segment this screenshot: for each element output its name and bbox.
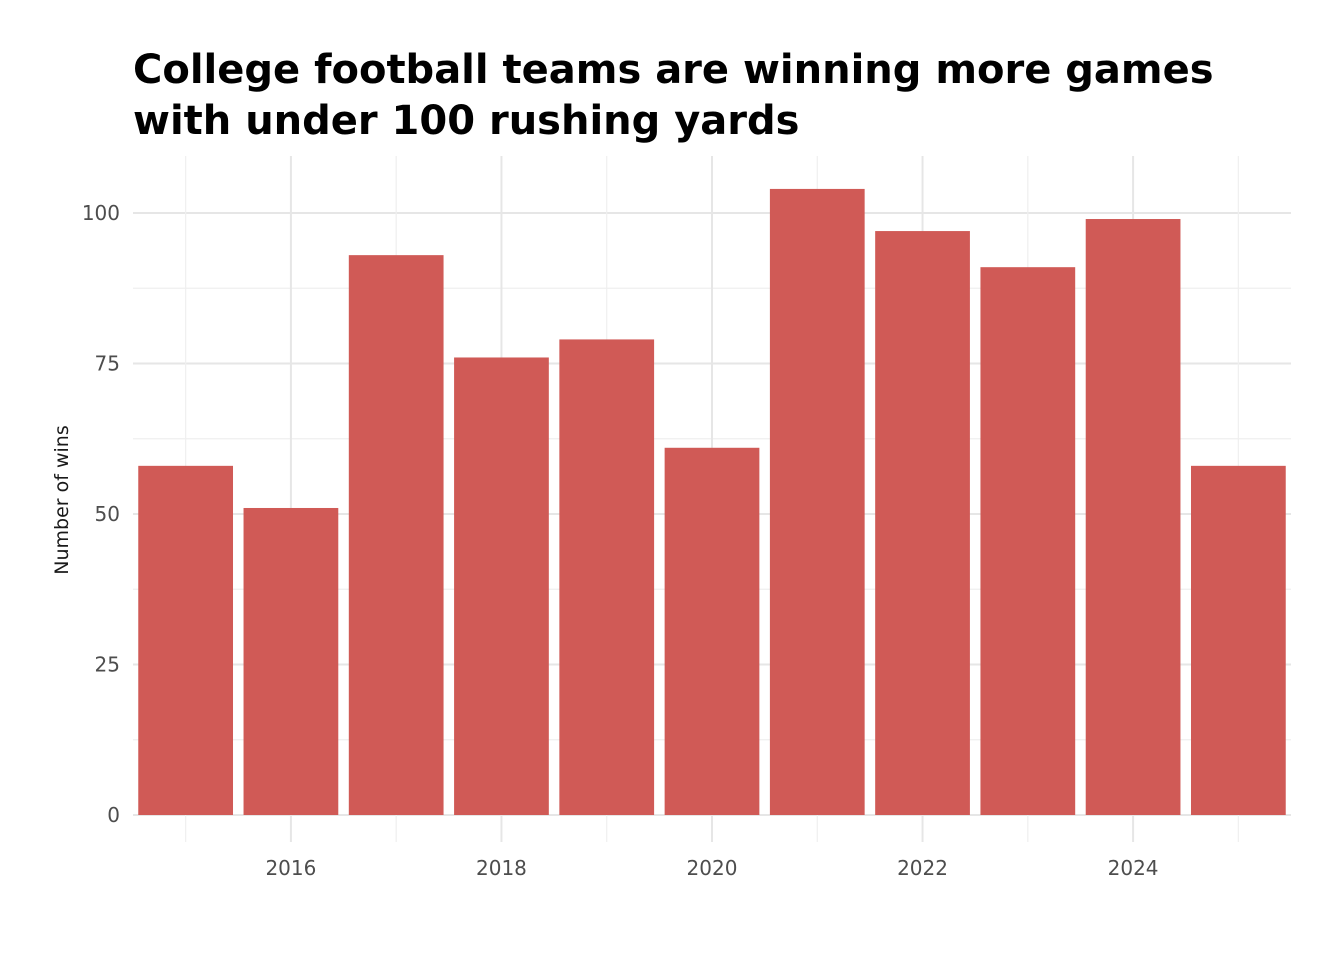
x-tick-label: 2020 [687,856,738,880]
x-tick-label: 2024 [1108,856,1159,880]
bar-2025 [1190,465,1286,815]
bar-2021 [769,188,865,816]
bar-2019 [559,339,655,815]
bar-2020 [664,447,760,815]
x-tick-label: 2016 [265,856,316,880]
chart-title: College football teams are winning more … [133,47,1214,144]
y-tick-label: 0 [107,803,120,827]
bars [138,188,1286,816]
bar-2017 [348,255,444,815]
y-tick-label: 50 [95,502,120,526]
bar-2018 [454,357,549,815]
y-axis-ticks: 0 25 50 75 100 [82,201,120,827]
bar-2016 [243,507,339,815]
bar-2015 [138,465,234,815]
bar-2022 [875,231,970,815]
bar-2024 [1085,219,1181,815]
x-tick-label: 2018 [476,856,527,880]
y-axis-label: Number of wins [51,425,73,574]
bar-2023 [980,267,1076,815]
chart-title-line-2: with under 100 rushing yards [133,98,799,144]
x-axis-ticks: 2016 2018 2020 2022 2024 [265,856,1158,880]
chart-title-line-1: College football teams are winning more … [133,47,1214,93]
x-tick-label: 2022 [897,856,948,880]
y-tick-label: 100 [82,201,120,225]
y-tick-label: 75 [95,352,120,376]
y-tick-label: 25 [95,653,120,677]
